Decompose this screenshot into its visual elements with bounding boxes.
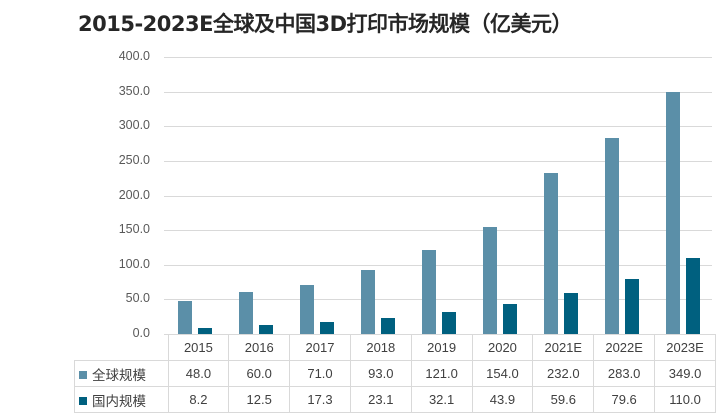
bar-domestic (380, 318, 395, 334)
table-header-row: 2015 2016 2017 2018 2019 2020 2021E 2022… (74, 334, 716, 361)
y-tick-label: 150.0 (118, 222, 150, 237)
table-row-domestic: 国内规模 8.2 12.5 17.3 23.1 32.1 43.9 59.6 7… (74, 386, 716, 413)
legend-global: 全球规模 (74, 360, 169, 387)
gridline (164, 299, 712, 301)
gridline (164, 91, 712, 93)
bar-global (177, 300, 192, 334)
y-tick-label: 50.0 (125, 291, 150, 306)
table-header-cell: 2016 (228, 334, 291, 361)
table-cell: 232.0 (532, 360, 595, 387)
table-cell: 121.0 (410, 360, 473, 387)
gridline (164, 195, 712, 197)
table-cell: 48.0 (167, 360, 230, 387)
bar-global (360, 269, 375, 334)
gridline (164, 230, 712, 232)
bar-domestic (441, 311, 456, 334)
table-cell: 17.3 (289, 386, 351, 413)
table-row-global: 全球规模 48.0 60.0 71.0 93.0 121.0 154.0 232… (74, 360, 716, 387)
bar-domestic (197, 328, 212, 334)
bar-domestic (685, 257, 700, 334)
legend-swatch-domestic-icon (79, 396, 87, 405)
bar-global (604, 138, 619, 334)
table-header-cell: 2015 (167, 334, 230, 361)
table-cell: 283.0 (593, 360, 656, 387)
table-corner (74, 334, 169, 361)
legend-swatch-global-icon (79, 370, 87, 379)
bar-domestic (563, 292, 578, 334)
bar-global (299, 284, 314, 334)
table-cell: 43.9 (471, 386, 534, 413)
gridline (164, 160, 712, 162)
table-cell: 349.0 (654, 360, 716, 387)
table-header-cell: 2020 (471, 334, 534, 361)
table-cell: 8.2 (167, 386, 230, 413)
bar-global (482, 227, 497, 334)
table-cell: 93.0 (349, 360, 412, 387)
bar-domestic (502, 303, 517, 334)
table-cell: 32.1 (410, 386, 473, 413)
y-tick-label: 400.0 (118, 49, 150, 63)
gridline (164, 126, 712, 128)
bar-global (665, 92, 680, 334)
legend-domestic: 国内规模 (74, 386, 169, 413)
table-header-cell: 2022E (593, 334, 656, 361)
gridline (164, 264, 712, 266)
bar-global (238, 292, 253, 334)
data-table: 2015 2016 2017 2018 2019 2020 2021E 2022… (74, 334, 716, 413)
table-cell: 110.0 (654, 386, 716, 413)
chart-title: 2015-2023E全球及中国3D打印市场规模（亿美元） (78, 12, 573, 36)
legend-label: 国内规模 (92, 393, 146, 410)
table-cell: 60.0 (228, 360, 291, 387)
table-cell: 59.6 (532, 386, 595, 413)
table-header-cell: 2019 (410, 334, 473, 361)
legend-label: 全球规模 (92, 367, 146, 384)
table-header-cell: 2023E (654, 334, 716, 361)
y-tick-label: 200.0 (118, 187, 150, 202)
y-tick-label: 350.0 (118, 83, 150, 98)
table-cell: 154.0 (471, 360, 534, 387)
bar-domestic (319, 322, 334, 334)
gridline (164, 57, 712, 58)
table-cell: 23.1 (349, 386, 412, 413)
y-tick-label: 300.0 (118, 118, 150, 133)
table-cell: 12.5 (228, 386, 291, 413)
bar-domestic (258, 325, 273, 334)
bar-global (421, 250, 436, 334)
table-header-cell: 2017 (289, 334, 351, 361)
table-cell: 79.6 (593, 386, 656, 413)
y-tick-label: 250.0 (118, 152, 150, 167)
table-header-cell: 2018 (349, 334, 412, 361)
y-tick-label: 100.0 (118, 256, 150, 271)
table-cell: 71.0 (289, 360, 351, 387)
bar-domestic (624, 278, 639, 334)
table-header-cell: 2021E (532, 334, 595, 361)
bar-global (543, 173, 558, 334)
